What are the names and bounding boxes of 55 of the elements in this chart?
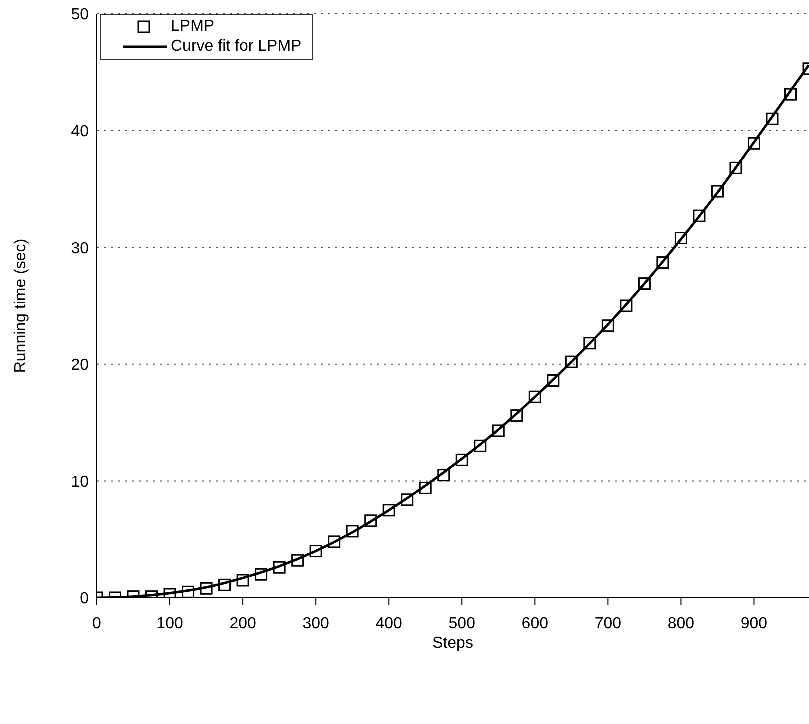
x-tick-label: 800 xyxy=(668,615,695,632)
x-tick-label: 700 xyxy=(594,615,622,632)
point xyxy=(474,440,487,452)
point xyxy=(200,582,213,595)
point xyxy=(693,210,706,222)
point xyxy=(255,568,268,581)
point xyxy=(602,320,614,332)
point xyxy=(310,545,322,558)
y-axis-title: Running time (sec) xyxy=(12,238,30,374)
point xyxy=(674,232,688,245)
legend-label: LPMP xyxy=(171,17,215,37)
x-axis-title: Steps xyxy=(432,635,474,652)
x-tick-label: 900 xyxy=(740,615,768,632)
point xyxy=(766,112,779,126)
point xyxy=(456,454,468,466)
point xyxy=(419,482,432,494)
point xyxy=(364,514,378,528)
point xyxy=(711,185,724,198)
point xyxy=(382,504,396,517)
point xyxy=(748,137,760,150)
y-tick-label: 10 xyxy=(71,474,90,491)
point xyxy=(492,424,505,438)
y-tick-label: 30 xyxy=(71,240,90,258)
point xyxy=(346,525,359,538)
point xyxy=(273,561,286,574)
y-tick-label: 20 xyxy=(71,357,90,374)
x-tick-label: 200 xyxy=(230,615,256,632)
legend-label: Curve fit for LPMP xyxy=(171,37,302,57)
x-tick-label: 400 xyxy=(376,615,403,632)
x-tick-label: 0 xyxy=(92,615,102,632)
point xyxy=(784,88,797,101)
point xyxy=(218,578,232,592)
point xyxy=(182,586,195,598)
point xyxy=(730,162,742,174)
point xyxy=(164,588,176,598)
x-tick-label: 300 xyxy=(302,615,330,632)
y-tick-label: 0 xyxy=(80,590,90,608)
x-tick-label: 600 xyxy=(522,615,549,632)
x-tick-label: 100 xyxy=(156,615,184,632)
point xyxy=(656,256,670,270)
x-tick-label: 500 xyxy=(448,615,476,632)
point xyxy=(547,374,560,387)
point xyxy=(510,410,524,422)
point xyxy=(401,494,414,506)
point xyxy=(584,337,596,350)
point xyxy=(638,278,651,290)
y-tick-label: 40 xyxy=(71,123,90,140)
y-tick-label: 50 xyxy=(71,6,90,24)
point xyxy=(565,356,578,368)
point xyxy=(292,554,304,567)
point xyxy=(328,536,341,548)
point xyxy=(438,469,450,482)
point xyxy=(528,390,542,404)
point xyxy=(620,300,633,312)
point xyxy=(236,574,250,587)
